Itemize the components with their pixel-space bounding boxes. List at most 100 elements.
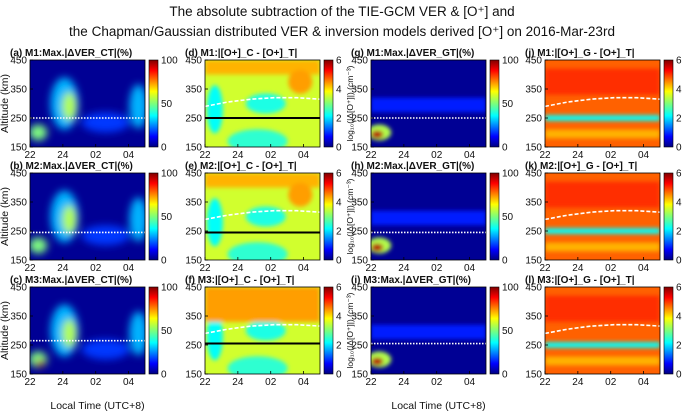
colorbar-tick-label: 6 <box>336 283 342 294</box>
y-tick-label: 150 <box>10 143 27 154</box>
x-tick-label: 24 <box>572 377 584 388</box>
x-tick-label: 04 <box>464 150 476 161</box>
panel-g: 22 24 02 04 450 350 250 150 (g) M1:Max.|ΔVER_GT|… <box>351 48 519 161</box>
heatmap-field <box>30 60 145 147</box>
x-tick-label: 04 <box>638 263 650 274</box>
panel-frame <box>204 59 321 148</box>
white-dashed-curve <box>545 209 660 221</box>
colorbar-tick-label: 0 <box>502 143 508 154</box>
y-tick-label: 150 <box>10 256 27 267</box>
panel-a: 22 24 02 04 450 350 250 150 (a) M1:Max.|ΔVER_CT|… <box>0 48 178 161</box>
colorbar-tick-label: 50 <box>502 99 514 110</box>
white-dashed-curve <box>545 323 660 335</box>
x-tick-label: 22 <box>24 377 36 388</box>
x-tick-label: 04 <box>298 150 310 161</box>
y-tick-label: 450 <box>10 56 27 67</box>
y-tick-label: 350 <box>185 312 202 323</box>
colorbar-tick-label: 6 <box>676 283 682 294</box>
panel-frame <box>204 286 321 375</box>
x-tick-label: 04 <box>123 377 135 388</box>
colorbar <box>663 286 674 375</box>
x-tick-label: 24 <box>398 263 410 274</box>
panel-title: (f) M3:|[O+]_C - [O+]_T| <box>185 275 295 286</box>
colorbar-tick-label: 0 <box>676 370 682 381</box>
y-tick-label: 250 <box>525 227 542 238</box>
y-tick-label: 450 <box>10 169 27 180</box>
heatmap-field <box>205 287 320 374</box>
heatmap-field <box>371 173 486 260</box>
white-dashed-curve <box>205 96 320 108</box>
panel-title: (i) M3:Max.|ΔVER_GT|(%) <box>351 275 471 286</box>
colorbar-tick-label: 6 <box>676 169 682 180</box>
x-tick-label: 22 <box>24 263 36 274</box>
colorbar-tick-label: 100 <box>161 56 178 67</box>
y-tick-label: 450 <box>185 283 202 294</box>
colorbar-tick-label: 2 <box>336 227 342 238</box>
heatmap-field <box>205 60 320 147</box>
panel-title: (j) M1:|[O+]_G - [O+]_T| <box>525 48 635 59</box>
colorbar-tick-label: 100 <box>502 56 519 67</box>
x-tick-label: 04 <box>298 377 310 388</box>
heatmap-blobs <box>30 190 145 254</box>
colorbar-tick-label: 0 <box>336 256 342 267</box>
colorbar-tick-label: 100 <box>502 169 519 180</box>
y-tick-label: 150 <box>525 143 542 154</box>
y-tick-label: 250 <box>525 114 542 125</box>
y-tick-label: 150 <box>351 143 368 154</box>
colorbar-label: log₁₀(|Δ[O⁺]|) (cm⁻³) <box>345 65 355 141</box>
colorbar-tick-label: 4 <box>676 85 682 96</box>
colorbar-tick-label: 2 <box>676 341 682 352</box>
x-axis-label: Local Time (UTC+8) <box>50 400 144 412</box>
white-dashed-curve <box>545 96 660 108</box>
colorbar-tick-label: 4 <box>676 312 682 323</box>
y-tick-label: 150 <box>525 370 542 381</box>
y-tick-label: 450 <box>525 169 542 180</box>
heatmap-background <box>30 287 145 374</box>
y-tick-label: 150 <box>525 256 542 267</box>
y-tick-label: 350 <box>351 198 368 209</box>
panel-h: 22 24 02 04 450 350 250 150 (h) M2:Max.|ΔVER_GT|… <box>351 161 519 274</box>
colorbar-tick-label: 6 <box>336 56 342 67</box>
x-tick-label: 02 <box>431 263 443 274</box>
colorbar <box>323 286 334 375</box>
x-tick-label: 02 <box>265 377 277 388</box>
colorbar <box>323 59 334 148</box>
y-tick-label: 450 <box>351 169 368 180</box>
x-tick-label: 02 <box>265 263 277 274</box>
x-tick-label: 22 <box>539 377 551 388</box>
colorbar-tick-label: 0 <box>676 143 682 154</box>
heatmap-bands <box>545 295 660 366</box>
x-tick-label: 04 <box>123 150 135 161</box>
panel-title: (k) M2:|[O+]_G - [O+]_T| <box>525 161 637 172</box>
colorbar <box>323 172 334 261</box>
colorbar <box>489 286 500 375</box>
x-tick-label: 02 <box>605 150 617 161</box>
y-tick-label: 250 <box>10 114 27 125</box>
heatmap-bands <box>371 97 486 141</box>
y-tick-label: 150 <box>185 143 202 154</box>
panel-frame <box>29 172 146 261</box>
x-tick-label: 02 <box>605 263 617 274</box>
y-tick-label: 250 <box>185 114 202 125</box>
x-tick-label: 04 <box>298 263 310 274</box>
panel-frame <box>544 286 661 375</box>
colorbar-tick-label: 0 <box>336 143 342 154</box>
y-tick-label: 250 <box>185 227 202 238</box>
panel-frame <box>29 59 146 148</box>
y-tick-label: 450 <box>185 169 202 180</box>
panel-c: 22 24 02 04 450 350 250 150 (c) M3:Max.|ΔVER_CT|… <box>0 275 178 388</box>
heatmap-background <box>30 173 145 260</box>
heatmap-bands <box>205 287 320 374</box>
colorbar-tick-label: 2 <box>676 114 682 125</box>
heatmap-field <box>30 287 145 374</box>
panel-frame <box>370 286 487 375</box>
colorbar <box>148 286 159 375</box>
x-tick-label: 02 <box>90 377 102 388</box>
colorbar <box>663 59 674 148</box>
y-tick-label: 450 <box>185 56 202 67</box>
